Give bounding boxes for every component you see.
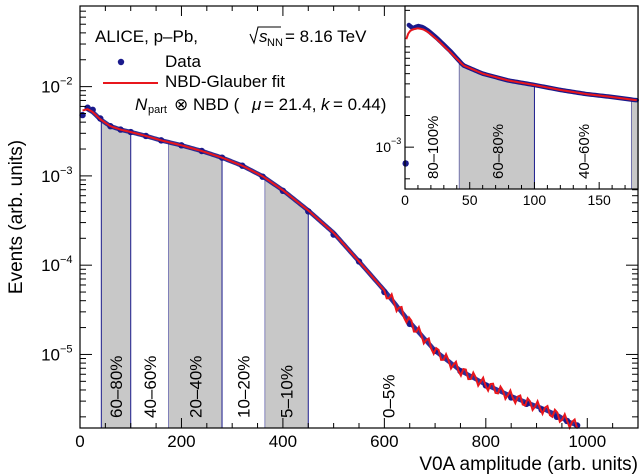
- inset-axes: 0 50 100 150 10 −3: [375, 9, 626, 208]
- band-labels: 60–80% 40–60% 20–40% 10–20% 5–10% 0–5%: [107, 356, 398, 418]
- band-fill-4: [265, 178, 309, 428]
- centrality-bands: [100, 120, 309, 428]
- legend-k: k: [321, 95, 331, 114]
- inset-band-label-0: 80–100%: [425, 116, 442, 179]
- legend: ALICE, p–Pb, s NN = 8.16 TeV Data NBD-Gl…: [95, 26, 386, 116]
- legend-sqrt-sub: NN: [267, 37, 283, 49]
- legend-fit-label: NBD-Glauber fit: [165, 72, 285, 91]
- x-tick-label-2: 400: [269, 432, 297, 451]
- inset-band-labels: 80–100% 60–80% 40–60%: [425, 116, 593, 179]
- legend-npart-sub: part: [148, 104, 167, 116]
- legend-data-marker: [117, 58, 125, 66]
- legend-sqrt-s: s: [259, 27, 268, 46]
- inset-fit-line: [405, 27, 637, 102]
- x-tick-label-1: 200: [167, 432, 195, 451]
- band-label-1: 40–60%: [141, 356, 160, 418]
- legend-data-label: Data: [165, 52, 201, 71]
- inset-band-fill-3: [631, 99, 638, 189]
- legend-experiment: ALICE, p–Pb,: [95, 27, 198, 46]
- x-axis-label: V0A amplitude (arb. units): [419, 454, 638, 474]
- y-tick-exp-3: −2: [60, 76, 73, 88]
- y-tick-label-1: 10: [41, 256, 60, 275]
- inset-y-tick-exp: −3: [391, 136, 401, 146]
- y-tick-exp-0: −5: [60, 343, 73, 355]
- x-tick-label-5: 1000: [568, 432, 606, 451]
- inset-data-point-first: [402, 160, 409, 167]
- legend-npart: N: [135, 95, 148, 114]
- inset-x-tick-label-3: 150: [587, 192, 611, 208]
- x-tick-label-0: 0: [75, 432, 84, 451]
- inset-y-tick-label: 10: [375, 139, 391, 155]
- inset-band-fill-1: [459, 61, 535, 189]
- legend-mu-value: = 21.4,: [264, 95, 316, 114]
- inset-band-label-1: 60–80%: [490, 124, 507, 179]
- band-label-2: 20–40%: [186, 356, 205, 418]
- y-tick-exp-1: −4: [60, 254, 73, 266]
- inset: 0 50 100 150 10 −3 80–100% 60–80% 40–60%: [375, 5, 639, 208]
- legend-k-value: = 0.44): [333, 95, 386, 114]
- y-tick-label-2: 10: [41, 167, 60, 186]
- inset-band-label-2: 40–60%: [576, 124, 593, 179]
- inset-bands: [458, 61, 638, 189]
- band-label-0: 60–80%: [107, 356, 126, 418]
- x-tick-label-3: 600: [370, 432, 398, 451]
- band-label-5: 0–5%: [380, 375, 399, 418]
- band-fill-2: [168, 142, 223, 428]
- legend-mu: μ: [251, 95, 262, 114]
- band-label-4: 5–10%: [278, 365, 297, 418]
- inset-x-tick-label-1: 50: [462, 192, 478, 208]
- legend-nbd-text: ⊗ NBD (: [174, 95, 240, 114]
- y-tick-label-0: 10: [41, 345, 60, 364]
- y-tick-label-3: 10: [41, 78, 60, 97]
- sqrt-sign: [249, 26, 281, 45]
- fit-curve: [82, 108, 579, 431]
- legend-energy-value: = 8.16 TeV: [285, 27, 367, 46]
- fit-line: [82, 108, 579, 431]
- band-fill-0: [101, 120, 131, 428]
- y-axis-label: Events (arb. units): [6, 140, 27, 294]
- x-tick-label-4: 800: [472, 432, 500, 451]
- inset-x-tick-label-0: 0: [401, 192, 409, 208]
- band-label-3: 10–20%: [235, 356, 254, 418]
- y-tick-exp-2: −3: [60, 165, 73, 177]
- inset-fit-curve: [405, 27, 637, 102]
- inset-x-tick-label-2: 100: [523, 192, 547, 208]
